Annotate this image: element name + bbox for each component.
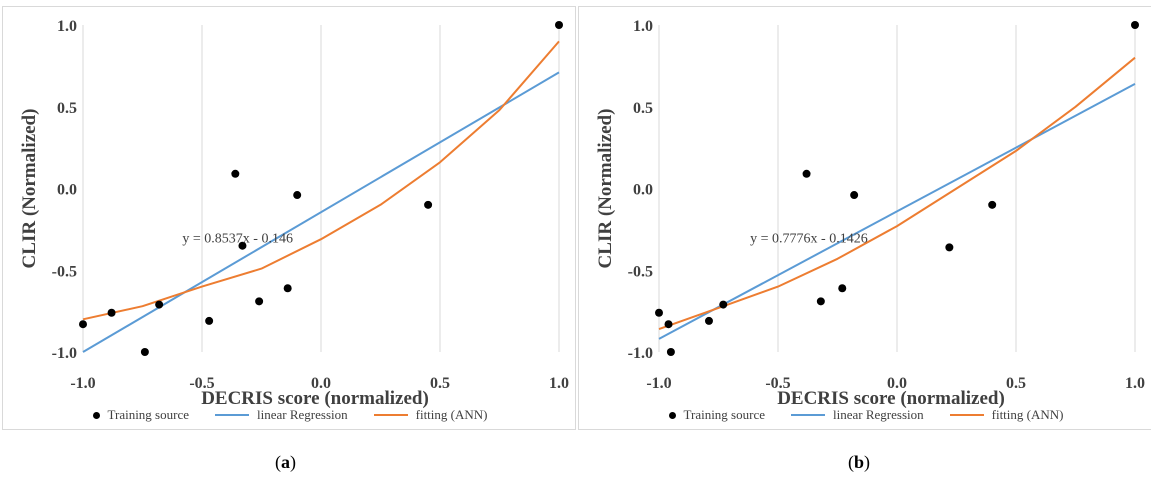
- regression-equation: y = 0.8537x - 0.146: [182, 232, 293, 247]
- training-point: [664, 320, 673, 329]
- training-point: [816, 297, 825, 306]
- training-point: [802, 169, 811, 178]
- x-tick-label: 0.5: [430, 375, 450, 392]
- y-tick-label: 0.5: [633, 100, 653, 117]
- caption-b: (b): [848, 452, 871, 472]
- y-axis-label: CLIR (Normalized): [595, 109, 616, 269]
- training-point: [988, 200, 997, 209]
- training-point: [655, 308, 663, 317]
- chart-a-svg: -1.0 -0.5 0.0 0.5 1.0 1.0 0.5 0.0 -0.5 -1.0 DECRIS…: [19, 18, 569, 409]
- y-tick-label: -0.5: [52, 263, 77, 280]
- training-point: [838, 284, 847, 293]
- x-tick-label: 0.5: [1006, 375, 1026, 392]
- y-tick-label: 0.0: [633, 182, 653, 199]
- x-tick-label: 1.0: [1125, 375, 1145, 392]
- y-tick-label: -1.0: [628, 345, 653, 362]
- x-tick-label: -0.5: [765, 375, 790, 392]
- legend-line-linear: [791, 414, 825, 416]
- y-tick-label: 1.0: [57, 18, 77, 35]
- linear-regression-line: [658, 82, 1136, 340]
- training-point: [155, 300, 164, 309]
- legend-line-fitting: [949, 414, 984, 416]
- x-tick-label: -1.0: [70, 375, 95, 392]
- y-tick-label: 0.5: [57, 100, 77, 117]
- y-tick-label: 0.0: [57, 182, 77, 199]
- legend-label-linear: linear Regression: [833, 407, 924, 422]
- regression-equation: y = 0.7776x - 0.1426: [750, 232, 868, 247]
- legend-item-training: Training source: [668, 407, 766, 423]
- x-tick-label: 1.0: [549, 375, 569, 392]
- y-axis-label: CLIR (Normalized): [19, 109, 40, 269]
- legend-item-fitting: fitting (ANN): [949, 407, 1064, 423]
- training-point: [283, 284, 292, 293]
- legend-a: Training source linear Regression fittin…: [3, 407, 577, 423]
- legend-dot-marker: [668, 411, 676, 419]
- legend-item-linear: linear Regression: [215, 407, 348, 423]
- chart-panel-a: -1.0 -0.5 0.0 0.5 1.0 1.0 0.5 0.0 -0.5 -1.0 DECRIS…: [2, 6, 576, 430]
- x-tick-label: -0.5: [189, 375, 214, 392]
- ann-fitting-curve: [658, 56, 1136, 331]
- y-tick-label: -0.5: [628, 263, 653, 280]
- legend-line-linear: [215, 414, 249, 416]
- x-tick-label: 0.0: [311, 375, 331, 392]
- x-tick-label: 0.0: [887, 375, 907, 392]
- legend-label-fitting: fitting (ANN): [415, 407, 488, 422]
- training-point: [255, 297, 264, 306]
- y-tick-label: -1.0: [52, 345, 77, 362]
- x-axis-label: DECRIS score (normalized): [201, 388, 429, 409]
- training-point: [231, 169, 240, 178]
- training-point: [945, 243, 954, 252]
- legend-line-fitting: [373, 414, 408, 416]
- training-point: [555, 21, 563, 29]
- legend-label-linear: linear Regression: [257, 407, 348, 422]
- training-point: [850, 191, 859, 200]
- training-point: [719, 300, 728, 309]
- legend-label-training: Training source: [683, 407, 766, 422]
- training-point: [238, 241, 247, 250]
- training-point: [1131, 21, 1139, 29]
- caption-a: (a): [275, 452, 296, 472]
- training-point: [704, 316, 713, 325]
- training-point: [424, 200, 433, 209]
- legend-label-fitting: fitting (ANN): [991, 407, 1064, 422]
- training-point: [107, 308, 116, 317]
- chart-panel-b: -1.0 -0.5 0.0 0.5 1.0 1.0 0.5 0.0 -0.5 -1.0 DECRIS…: [578, 6, 1151, 430]
- x-tick-label: -1.0: [646, 375, 671, 392]
- ann-fitting-curve: [82, 40, 560, 321]
- legend-item-linear: linear Regression: [791, 407, 924, 423]
- legend-item-training: Training source: [92, 407, 190, 423]
- training-point: [79, 320, 87, 329]
- training-point: [293, 191, 302, 200]
- legend-label-training: Training source: [107, 407, 190, 422]
- training-point: [666, 348, 675, 356]
- legend-dot-marker: [92, 411, 100, 419]
- chart-b-svg: -1.0 -0.5 0.0 0.5 1.0 1.0 0.5 0.0 -0.5 -1.0 DECRIS…: [595, 18, 1145, 409]
- x-axis-label: DECRIS score (normalized): [777, 388, 1005, 409]
- y-tick-label: 1.0: [633, 18, 653, 35]
- training-point: [205, 316, 214, 325]
- legend-item-fitting: fitting (ANN): [373, 407, 488, 423]
- training-point: [140, 348, 149, 356]
- legend-b: Training source linear Regression fittin…: [579, 407, 1151, 423]
